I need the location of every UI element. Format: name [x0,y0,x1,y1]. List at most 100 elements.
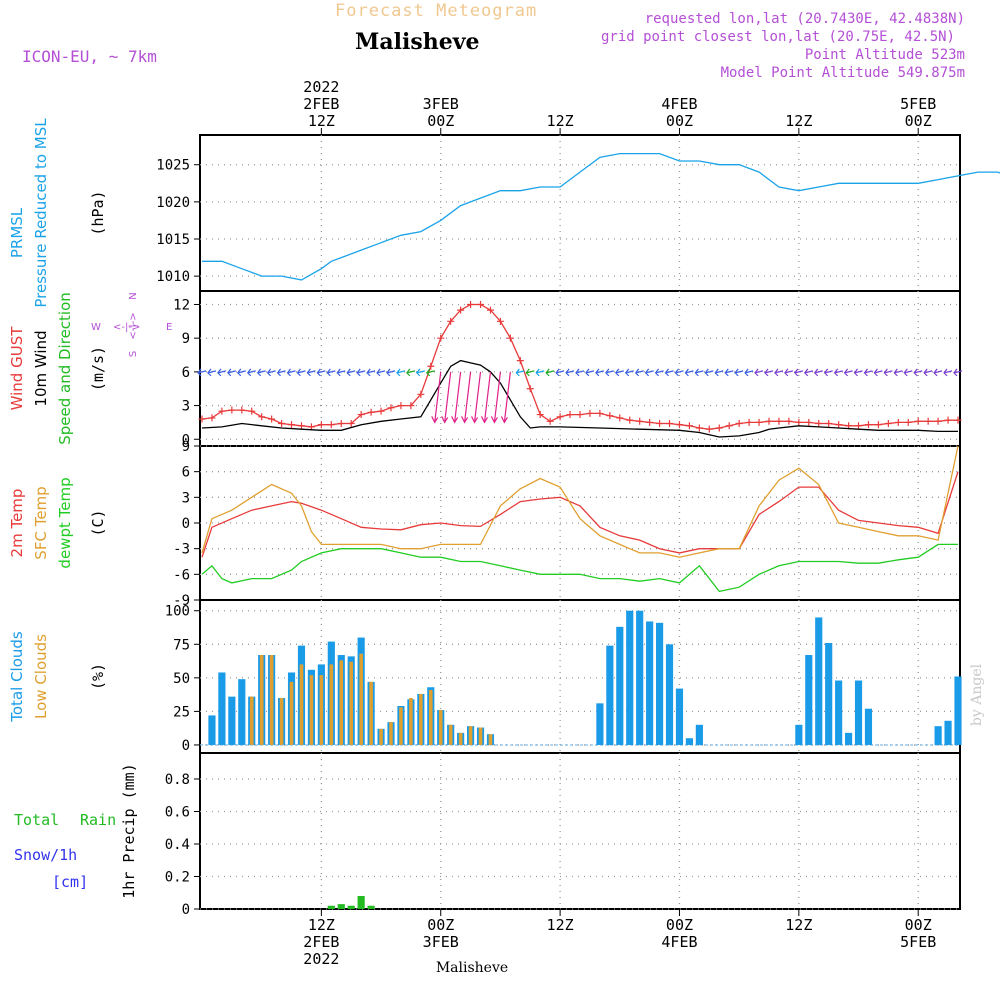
bottom-time-label: 00Z [666,916,693,934]
cloud-low-bar [339,660,344,745]
cloud-total-bar [665,644,674,745]
cloud-total-bar [655,622,664,745]
pressure-line [202,152,1000,281]
bottom-time-label: 4FEB [661,933,697,951]
point-altitude: Point Altitude 523m [805,47,965,63]
compass-e: E [166,322,172,333]
wind-direction-arrowhead [470,416,479,424]
y-tick-label: 0.2 [165,870,190,886]
wind-direction-arrowhead [366,368,371,377]
bottom-time-label: 2022 [303,950,339,968]
wind-direction-arrowhead [764,368,769,377]
top-time-label: 2FEB [303,95,339,113]
watermark: by Angel [969,663,985,726]
gust-marker [825,420,833,428]
wind-direction-arrow [197,370,207,374]
wind-direction-arrow [555,370,565,374]
wind-direction-arrow [953,370,963,374]
wind-direction-arrow [685,370,694,374]
cloud-low-bar [468,726,473,745]
top-time-label: 00Z [905,112,932,130]
gust-marker [486,306,494,314]
panel-label-clouds-0: Total Clouds [8,631,26,723]
temp-2m-line [201,471,959,558]
wind-direction-arrow [615,370,624,374]
compass-w: W [91,322,101,333]
panel-label-wind-2: Speed and Direction [56,292,74,445]
wind-direction-arrow [463,371,472,423]
panel-unit-clouds: (%) [89,663,107,690]
app-title: Forecast Meteogram [335,1,537,21]
top-time-label: 4FEB [661,95,697,113]
top-time-label: 12Z [785,112,812,130]
temp-sfc-line [201,445,959,558]
cloud-low-bar [389,722,393,745]
wind-direction-arrowhead [943,368,948,377]
wind-direction-arrowhead [197,368,202,377]
location-title: Malisheve [355,29,479,55]
y-tick-label: 50 [173,671,190,687]
cloud-total-bar [825,642,833,745]
y-tick-label: 100 [165,604,190,620]
gust-marker [278,420,286,428]
label-rain: Rain [80,811,116,829]
wind-direction-arrow [396,370,406,374]
wind-direction-arrowhead [296,368,301,377]
wind-direction-arrow [595,370,605,374]
y-tick-label: 6 [182,465,190,481]
wind-direction-arrow [705,370,714,374]
top-time-label: 12Z [308,112,335,130]
cloud-low-bar [299,664,304,745]
cloud-total-bar [675,688,684,745]
cloud-low-bar [249,696,254,745]
gust-marker [546,417,554,425]
y-tick-label: 25 [173,704,190,720]
gust-marker [864,421,872,429]
cloud-low-bar [289,681,294,745]
wind-direction-arrow [943,370,953,374]
wind-direction-arrowhead [480,416,488,424]
wind-direction-arrow [503,371,511,423]
wind-direction-arrowhead [376,368,381,377]
wind-direction-arrow [933,370,943,374]
gust-marker [884,420,892,428]
wind-direction-arrow [217,370,227,374]
wind-direction-arrowhead [644,368,650,377]
bottom-time-label: 3FEB [423,933,459,951]
gust-marker [506,334,514,342]
y-tick-label: 0 [182,738,190,754]
wind-direction-arrow [764,370,774,374]
gust-marker [417,390,425,398]
gust-marker [457,306,465,314]
gust-marker [576,411,584,419]
gust-marker [427,362,435,370]
gust-marker [795,418,803,426]
cloud-total-bar [646,621,654,745]
gust-marker [317,421,325,429]
cloud-total-bar [695,724,703,745]
wind-direction-arrowhead [545,368,550,377]
wind-direction-arrow [924,370,933,374]
wind-direction-arrow [675,370,684,374]
cloud-total-bar [844,732,853,745]
wind-direction-arrow [536,370,545,374]
compass-n: N [128,292,139,299]
gust-marker [755,418,763,426]
footer-location: Malisheve [436,960,508,976]
wind-direction-arrowhead [843,368,849,377]
wind-direction-arrow [386,370,396,374]
gust-marker [496,317,504,325]
gust-marker [934,417,942,425]
gust-marker [477,300,485,308]
gust-marker [725,422,733,430]
cloud-low-bar [359,653,363,745]
y-tick-label: 0 [182,432,190,448]
y-tick-label: 0 [182,902,190,918]
wind-direction-arrowhead [256,368,262,377]
wind-direction-arrow [516,370,525,374]
gust-marker [944,416,952,424]
gust-marker [735,420,743,428]
gust-marker [198,415,206,423]
gust-marker [258,413,266,421]
